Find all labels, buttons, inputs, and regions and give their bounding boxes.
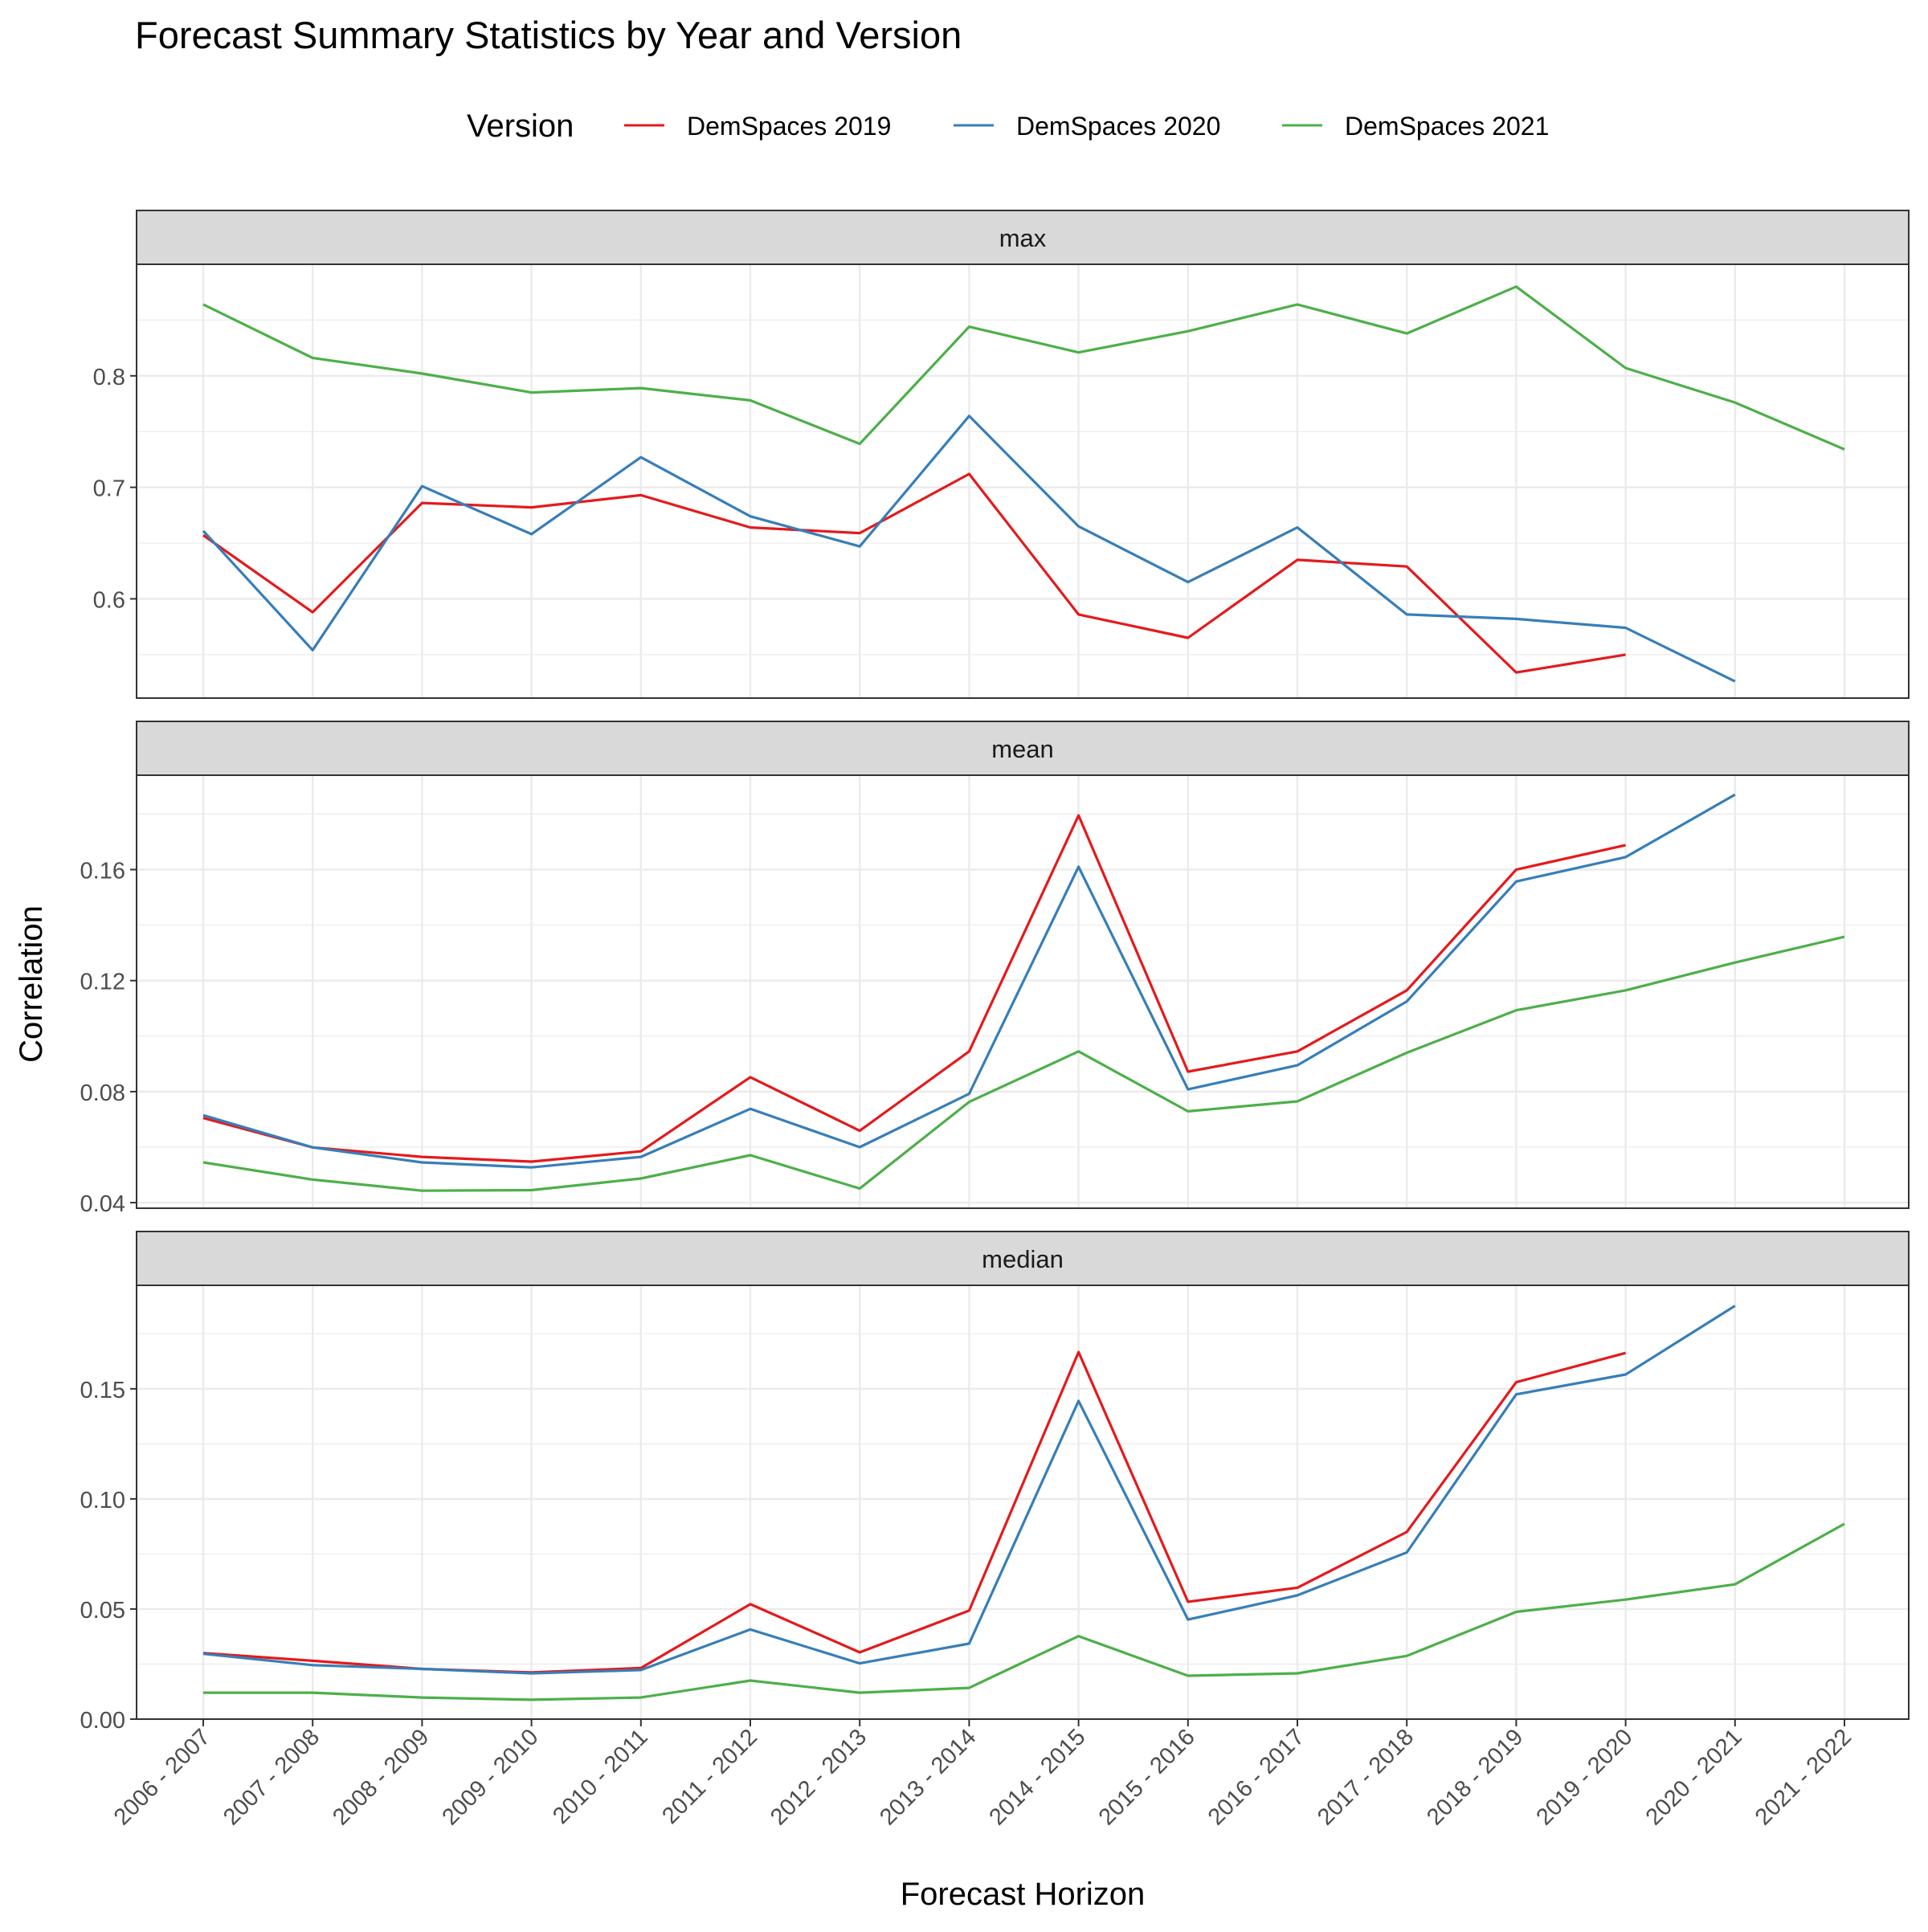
y-tick-label: 0.7: [93, 476, 125, 502]
x-tick-label: 2019 - 2020: [1531, 1724, 1637, 1830]
x-tick-label: 2007 - 2008: [219, 1724, 325, 1830]
x-tick-label: 2013 - 2014: [875, 1724, 981, 1830]
y-tick-label: 0.05: [80, 1598, 125, 1624]
x-tick-label: 2010 - 2011: [548, 1724, 653, 1829]
y-tick-label: 0.08: [80, 1080, 125, 1106]
y-tick-label: 0.15: [80, 1378, 125, 1403]
x-axis: 2006 - 2007 2007 - 2008 2008 - 2009 2009 - …: [109, 1719, 1857, 1830]
y-axis-label: Correlation: [14, 905, 49, 1063]
strip-label-median: median: [982, 1245, 1064, 1273]
y-tick-label: 0.00: [80, 1708, 125, 1734]
x-tick-label: 2006 - 2007: [109, 1724, 215, 1830]
legend-label-demspaces-2020: DemSpaces 2020: [1016, 112, 1220, 141]
legend-title: Version: [467, 108, 574, 144]
x-tick-label: 2009 - 2010: [437, 1724, 543, 1830]
series-line-demspaces-2020: [202, 415, 1736, 683]
y-tick-label: 0.10: [80, 1488, 125, 1513]
series-line-demspaces-2019: [202, 472, 1626, 674]
panels: max 0.6 0.7 0.8 mean 0.04 0.08 0.12 0.16 median 0.…: [80, 210, 1910, 1734]
legend: Version DemSpaces 2019 DemSpaces 2020 DemS…: [467, 108, 1549, 144]
series-line-demspaces-2021: [202, 935, 1845, 1192]
y-tick-label: 0.16: [80, 858, 125, 884]
panel-mean: mean 0.04 0.08 0.12 0.16: [80, 721, 1910, 1217]
panel-max: max 0.6 0.7 0.8: [93, 210, 1910, 699]
series-line-demspaces-2021: [202, 285, 1845, 451]
strip-background: [136, 721, 1910, 776]
panel-border: [136, 263, 1910, 699]
x-tick-label: 2020 - 2021: [1641, 1724, 1747, 1830]
panel-border: [136, 1285, 1910, 1720]
legend-label-demspaces-2019: DemSpaces 2019: [687, 112, 891, 141]
x-tick-label: 2012 - 2013: [766, 1724, 872, 1830]
legend-label-demspaces-2021: DemSpaces 2021: [1345, 112, 1549, 141]
x-tick-label: 2011 - 2012: [657, 1724, 762, 1829]
plot-background: [137, 1285, 1909, 1719]
y-tick-label: 0.8: [93, 365, 125, 390]
legend-item-demspaces-2019: DemSpaces 2019: [624, 112, 891, 141]
series-line-demspaces-2021: [203, 1522, 1845, 1701]
x-tick-label: 2018 - 2019: [1422, 1724, 1528, 1830]
y-tick-label: 0.04: [80, 1191, 125, 1217]
x-tick-label: 2008 - 2009: [328, 1724, 434, 1830]
panel-border: [136, 774, 1910, 1209]
chart-title: Forecast Summary Statistics by Year and …: [135, 14, 962, 56]
x-axis-label: Forecast Horizon: [901, 1877, 1146, 1912]
strip-background: [136, 1231, 1910, 1286]
series-line-demspaces-2020: [202, 793, 1736, 1169]
series-line-demspaces-2020: [202, 1305, 1736, 1675]
strip-label-mean: mean: [991, 735, 1054, 763]
plot-background: [137, 264, 1909, 698]
x-tick-label: 2021 - 2022: [1750, 1724, 1857, 1830]
x-tick-label: 2014 - 2015: [984, 1724, 1090, 1830]
x-tick-label: 2016 - 2017: [1203, 1724, 1309, 1830]
plot-background: [137, 775, 1909, 1208]
legend-item-demspaces-2020: DemSpaces 2020: [954, 112, 1220, 141]
legend-item-demspaces-2021: DemSpaces 2021: [1282, 112, 1549, 141]
y-tick-label: 0.12: [80, 970, 125, 995]
y-tick-label: 0.6: [93, 587, 125, 613]
x-tick-label: 2017 - 2018: [1313, 1724, 1419, 1830]
panel-median: median 0.00 0.05 0.10 0.15: [80, 1231, 1910, 1734]
strip-label-max: max: [999, 224, 1047, 252]
series-line-demspaces-2019: [202, 814, 1626, 1163]
strip-background: [136, 210, 1910, 265]
x-tick-label: 2015 - 2016: [1094, 1724, 1200, 1830]
